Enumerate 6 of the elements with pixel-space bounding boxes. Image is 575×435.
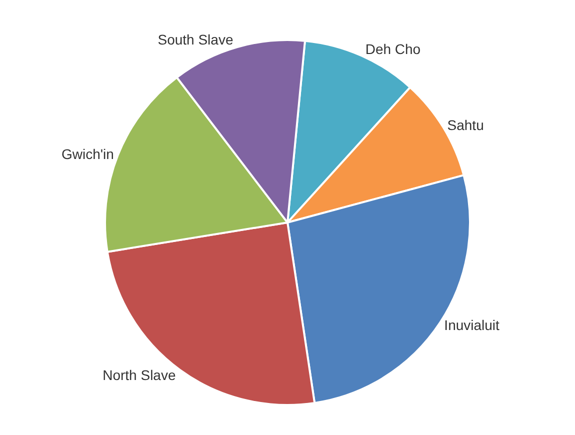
slice-label: Gwich'in (61, 146, 114, 162)
slice-label: Sahtu (447, 117, 484, 134)
slice-label: Inuvialuit (444, 316, 500, 333)
slice-label: South Slave (158, 32, 234, 48)
slice-label: Deh Cho (365, 40, 421, 57)
slice-label: North Slave (102, 367, 176, 384)
